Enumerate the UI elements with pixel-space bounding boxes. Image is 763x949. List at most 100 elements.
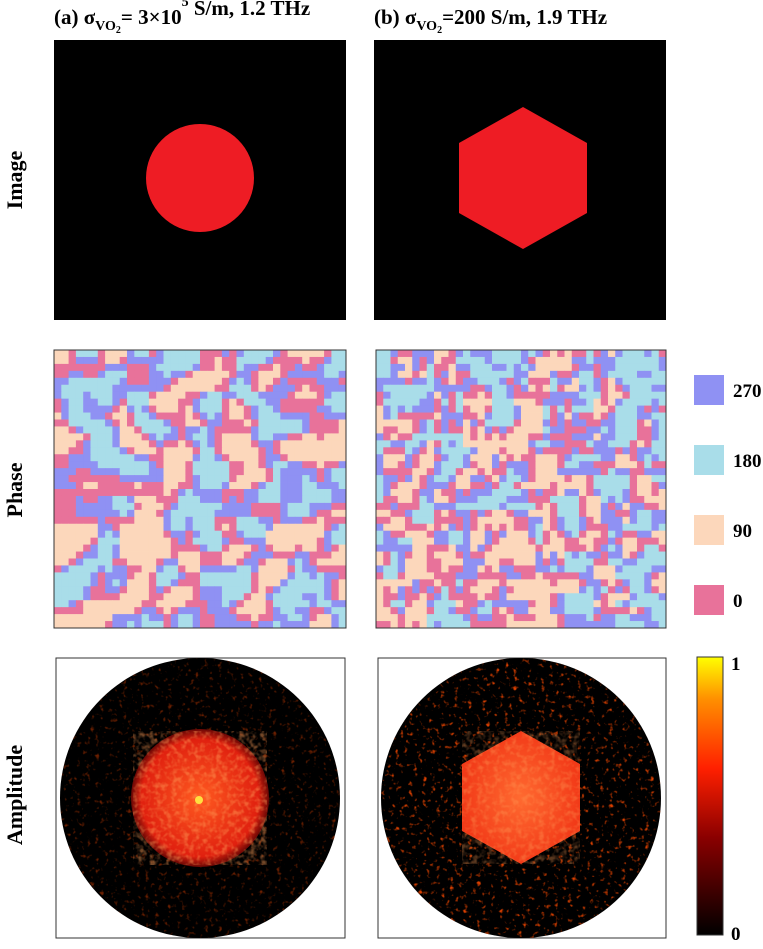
phase-cell xyxy=(112,489,120,496)
phase-cell xyxy=(83,433,91,440)
phase-cell xyxy=(288,364,296,371)
phase-cell xyxy=(207,552,215,559)
phase-cell xyxy=(608,371,616,378)
phase-cell xyxy=(630,503,638,510)
phase-cell xyxy=(91,496,99,503)
phase-cell xyxy=(193,413,201,420)
phase-cell xyxy=(463,454,471,461)
phase-cell xyxy=(492,538,500,545)
phase-cell xyxy=(134,552,142,559)
phase-cell xyxy=(120,572,128,579)
phase-cell xyxy=(142,607,150,614)
phase-cell xyxy=(324,482,332,489)
phase-cell xyxy=(280,607,288,614)
phase-cell xyxy=(229,489,237,496)
phase-cell xyxy=(207,510,215,517)
phase-cell xyxy=(398,524,406,531)
phase-cell xyxy=(142,447,150,454)
phase-cell xyxy=(615,545,623,552)
phase-cell xyxy=(324,572,332,579)
phase-cell xyxy=(54,350,62,357)
phase-cell xyxy=(112,399,120,406)
phase-cell xyxy=(339,621,347,628)
phase-cell xyxy=(550,468,558,475)
phase-cell xyxy=(266,621,274,628)
phase-cell xyxy=(120,350,128,357)
phase-cell xyxy=(98,621,106,628)
phase-cell xyxy=(331,531,339,538)
phase-cell xyxy=(331,440,339,447)
phase-cell xyxy=(652,503,660,510)
phase-cell xyxy=(434,524,442,531)
phase-cell xyxy=(391,371,399,378)
phase-cell xyxy=(310,468,318,475)
phase-cell xyxy=(630,572,638,579)
phase-cell xyxy=(266,364,274,371)
phase-cell xyxy=(273,447,281,454)
phase-cell xyxy=(630,420,638,427)
phase-cell xyxy=(644,364,652,371)
phase-cell xyxy=(171,510,179,517)
phase-cell xyxy=(492,545,500,552)
legend-swatch xyxy=(694,445,724,475)
phase-cell xyxy=(412,503,420,510)
phase-cell xyxy=(193,607,201,614)
phase-cell xyxy=(91,565,99,572)
phase-cell xyxy=(608,538,616,545)
phase-cell xyxy=(579,440,587,447)
phase-cell xyxy=(251,406,259,413)
phase-cell xyxy=(229,433,237,440)
phase-cell xyxy=(76,482,84,489)
phase-cell xyxy=(258,399,266,406)
phase-cell xyxy=(237,454,245,461)
phase-cell xyxy=(398,378,406,385)
phase-cell xyxy=(652,600,660,607)
phase-cell xyxy=(463,392,471,399)
phase-cell xyxy=(543,621,551,628)
phase-cell xyxy=(499,440,507,447)
phase-cell xyxy=(185,593,193,600)
phase-cell xyxy=(470,538,478,545)
phase-cell xyxy=(644,454,652,461)
phase-cell xyxy=(499,538,507,545)
phase-cell xyxy=(550,482,558,489)
phase-cell xyxy=(142,559,150,566)
phase-cell xyxy=(91,552,99,559)
phase-cell xyxy=(492,433,500,440)
phase-cell xyxy=(652,621,660,628)
phase-cell xyxy=(528,364,536,371)
phase-cell xyxy=(615,447,623,454)
phase-cell xyxy=(427,357,435,364)
phase-cell xyxy=(280,475,288,482)
phase-cell xyxy=(302,572,310,579)
phase-cell xyxy=(405,524,413,531)
phase-cell xyxy=(449,531,457,538)
phase-cell xyxy=(601,538,609,545)
phase-cell xyxy=(528,621,536,628)
phase-cell xyxy=(528,600,536,607)
phase-cell xyxy=(463,482,471,489)
phase-cell xyxy=(185,420,193,427)
phase-cell xyxy=(405,454,413,461)
phase-cell xyxy=(507,538,515,545)
phase-cell xyxy=(105,531,113,538)
phase-cell xyxy=(572,406,580,413)
phase-cell xyxy=(615,433,623,440)
phase-cell xyxy=(69,468,77,475)
phase-cell xyxy=(280,350,288,357)
phase-cell xyxy=(441,538,449,545)
phase-cell xyxy=(76,607,84,614)
phase-cell xyxy=(478,420,486,427)
phase-cell xyxy=(420,559,428,566)
phase-cell xyxy=(112,433,120,440)
phase-cell xyxy=(302,565,310,572)
phase-cell xyxy=(398,559,406,566)
phase-cell xyxy=(557,399,565,406)
phase-cell xyxy=(659,392,667,399)
phase-cell xyxy=(420,468,428,475)
phase-cell xyxy=(557,378,565,385)
phase-cell xyxy=(112,565,120,572)
phase-cell xyxy=(207,392,215,399)
phase-cell xyxy=(550,524,558,531)
phase-cell xyxy=(594,496,602,503)
